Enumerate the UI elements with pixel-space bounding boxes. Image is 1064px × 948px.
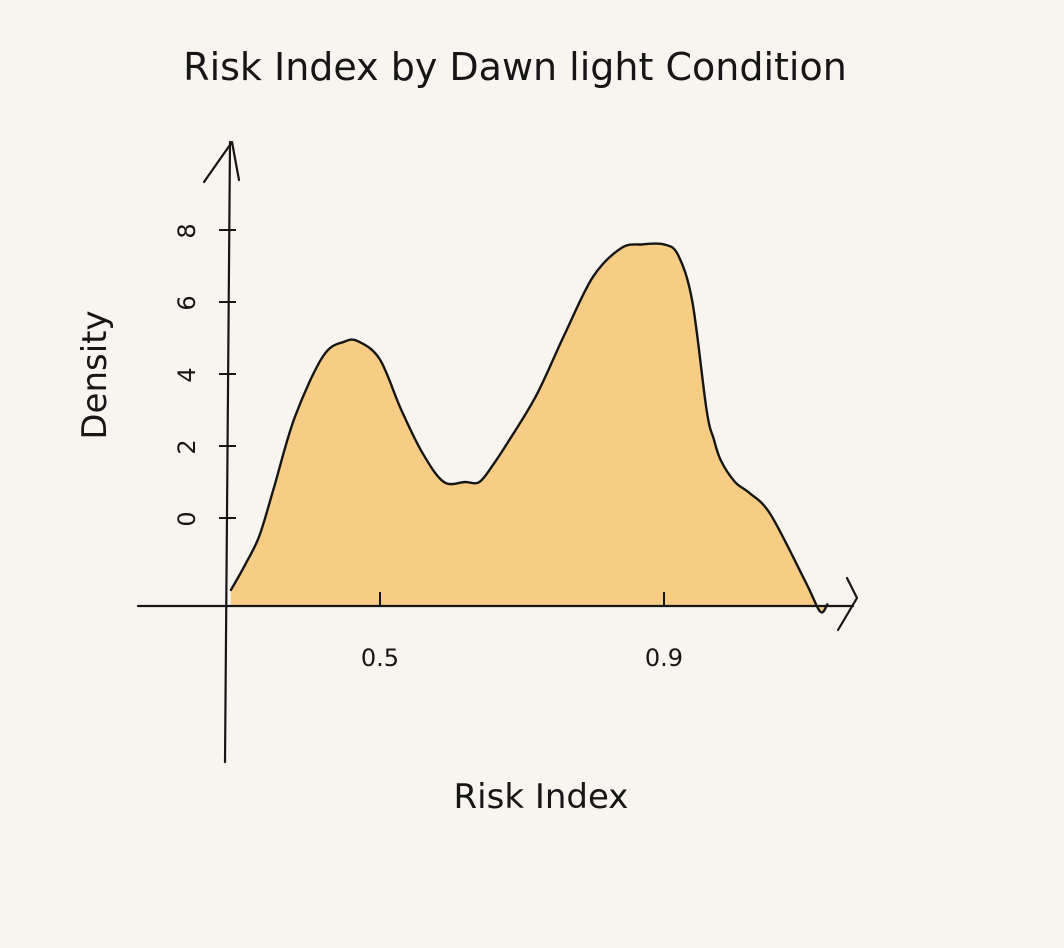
- y-tick-label: 8: [173, 223, 201, 238]
- y-tick-label: 0: [173, 511, 201, 526]
- x-axis-label: Risk Index: [454, 777, 629, 817]
- y-axis-label: Density: [75, 310, 115, 439]
- density-area: [230, 243, 828, 613]
- x-tick-label: 0.5: [361, 644, 399, 672]
- y-tick-label: 4: [173, 367, 201, 382]
- x-tick-group: 0.5 0.9: [361, 592, 683, 672]
- y-axis-arrow-icon: [202, 140, 241, 184]
- y-axis: [223, 140, 232, 764]
- x-axis-arrow-icon: [836, 576, 859, 632]
- x-tick-label: 0.9: [645, 644, 683, 672]
- y-tick-label: 2: [173, 439, 201, 454]
- density-line: [229, 242, 829, 614]
- y-tick-label: 6: [173, 295, 201, 310]
- y-tick-group: 0 2 4 6 8: [173, 223, 236, 527]
- chart-title: Risk Index by Dawn light Condition: [183, 45, 847, 89]
